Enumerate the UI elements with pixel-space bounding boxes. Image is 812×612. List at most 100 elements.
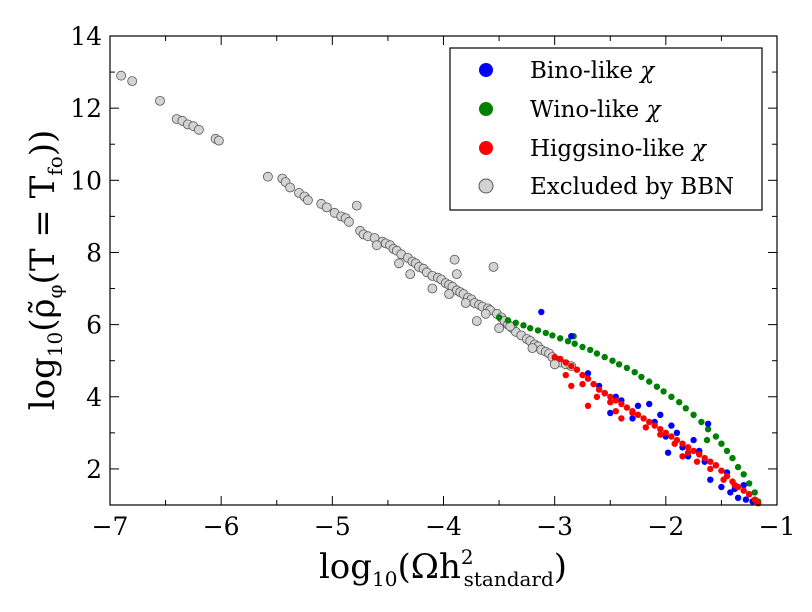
data-point-higgsino-like-49 [707,465,714,473]
y-tick-label: 4 [86,383,102,412]
data-point-wino-like-7 [549,332,556,339]
data-point-excluded-by-bbn-88 [471,316,482,326]
data-point-higgsino-like-11 [612,397,619,404]
data-point-excluded-by-bbn-18 [321,202,332,213]
data-point-higgsino-like-1 [557,355,564,363]
data-point-higgsino-like-6 [584,375,592,382]
data-point-excluded-by-bbn-22 [344,216,354,227]
data-point-excluded-by-bbn-0 [116,70,126,81]
data-point-wino-like-21 [653,383,661,390]
data-point-excluded-by-bbn-78 [427,283,438,294]
data-point-higgsino-like-17 [646,418,653,426]
data-point-higgsino-like-45 [657,431,664,438]
data-point-excluded-by-bbn-2 [155,96,165,106]
data-point-excluded-by-bbn-16 [302,195,313,206]
legend-box [449,47,763,211]
data-point-wino-like-5 [534,327,542,334]
data-point-excluded-by-bbn-83 [527,343,538,354]
x-tick-label: −3 [536,512,573,541]
data-point-excluded-by-bbn-85 [371,240,382,251]
data-point-excluded-by-bbn-13 [285,182,296,193]
data-point-higgsino-like-46 [671,440,678,447]
data-point-bino-like-2 [584,370,592,377]
data-point-higgsino-like-19 [657,426,664,433]
data-point-wino-like-15 [609,357,616,364]
legend-label-bbn: Excluded by BBN [530,174,734,200]
data-point-higgsino-like-7 [590,380,597,388]
data-point-higgsino-like-53 [584,402,592,409]
data-point-wino-like-26 [690,411,697,418]
ticks-layer [109,35,778,506]
data-point-higgsino-like-15 [634,411,642,418]
data-point-wino-like-13 [593,350,601,357]
data-point-wino-like-36 [751,489,758,496]
data-point-wino-like-10 [571,340,578,347]
data-point-higgsino-like-21 [668,433,675,440]
x-tick-label: −4 [425,512,462,541]
data-point-bino-like-11 [668,422,675,429]
data-point-wino-like-35 [746,480,753,487]
data-point-higgsino-like-9 [601,390,608,397]
data-point-excluded-by-bbn-77 [405,269,416,280]
data-point-higgsino-like-27 [701,454,708,462]
data-point-bino-like-5 [629,415,636,422]
data-point-higgsino-like-20 [662,429,669,436]
data-point-higgsino-like-28 [707,458,714,465]
data-point-higgsino-like-12 [618,400,625,408]
data-point-excluded-by-bbn-89 [494,323,505,334]
data-point-wino-like-2 [512,319,519,326]
y-tick-label: 12 [70,94,102,123]
data-point-bino-like-6 [634,402,642,409]
data-point-wino-like-24 [676,399,683,406]
data-point-higgsino-like-13 [623,404,631,411]
data-point-higgsino-like-43 [629,409,636,417]
data-point-higgsino-like-40 [593,393,601,400]
data-point-wino-like-3 [520,322,527,329]
x-tick-label: −2 [647,512,684,541]
legend: Bino-like χ Wino-like χ Higgsino-like χ … [449,47,763,211]
data-point-higgsino-like-3 [568,362,575,370]
data-point-excluded-by-bbn-1 [127,76,138,86]
data-point-wino-like-6 [542,329,549,337]
data-point-wino-like-17 [623,364,631,372]
data-point-wino-like-23 [668,393,675,400]
data-point-higgsino-like-42 [612,408,619,415]
data-point-wino-like-28 [704,426,712,433]
data-point-excluded-by-bbn-9 [213,135,224,146]
data-point-bino-like-17 [704,420,712,427]
points-layer [116,70,762,507]
data-point-higgsino-like-38 [562,371,569,379]
data-point-wino-like-16 [615,361,623,368]
data-point-wino-like-0 [495,314,503,321]
data-point-bino-like-18 [707,476,714,483]
data-point-wino-like-30 [718,440,725,447]
data-point-wino-like-20 [646,378,653,385]
data-point-excluded-by-bbn-86 [394,258,404,269]
data-point-higgsino-like-25 [690,447,697,455]
data-point-higgsino-like-44 [642,424,649,431]
data-point-higgsino-like-26 [696,451,703,458]
data-point-higgsino-like-48 [693,458,701,465]
data-point-bino-like-32 [673,429,681,436]
data-point-bino-like-0 [538,308,545,316]
data-point-higgsino-like-30 [718,467,725,474]
data-point-bino-like-1 [568,333,575,340]
data-point-bino-like-10 [664,449,672,456]
y-tick-label: 6 [86,311,102,340]
data-point-bino-like-22 [727,489,734,496]
data-point-higgsino-like-39 [579,380,586,388]
data-point-higgsino-like-24 [684,444,692,451]
data-point-wino-like-19 [638,373,645,381]
data-point-wino-like-1 [504,317,512,324]
legend-marker-bbn [478,178,494,194]
data-point-wino-like-11 [579,343,586,351]
data-point-higgsino-like-5 [579,371,586,379]
data-point-wino-like-29 [712,433,720,440]
data-point-wino-like-9 [564,338,572,345]
data-point-higgsino-like-50 [720,476,727,483]
data-point-higgsino-like-55 [679,453,686,460]
data-point-wino-like-4 [527,325,534,332]
data-point-wino-like-34 [740,471,747,478]
data-point-higgsino-like-47 [684,449,692,456]
data-point-higgsino-like-54 [568,382,575,390]
